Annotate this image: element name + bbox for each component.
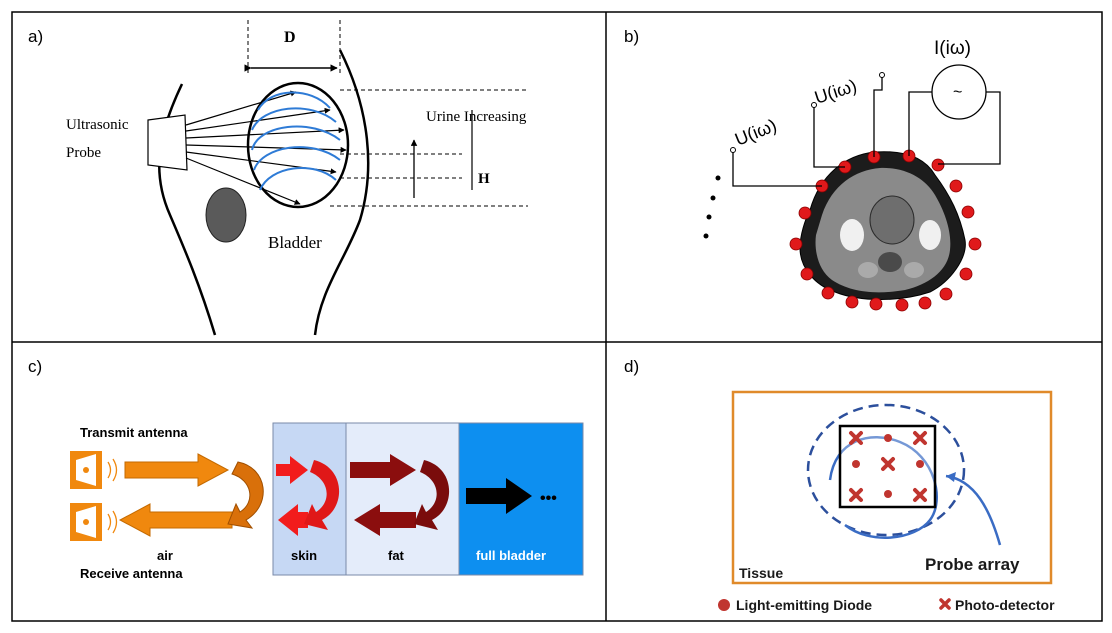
panel-b: b) (624, 27, 1001, 312)
dimension-label: D (284, 29, 296, 46)
panel-a-label: a) (28, 27, 43, 46)
skin-forward-arrow (276, 456, 308, 484)
fat-backward-arrow (354, 504, 416, 536)
current-source (931, 64, 987, 120)
legend-led-label: Light-emitting Diode (736, 597, 872, 613)
tissue-label: Tissue (739, 565, 783, 581)
level-lines (330, 89, 528, 207)
body-right-outline (313, 49, 370, 336)
fat-reflection-curve (414, 460, 450, 530)
transmit-antenna-label: Transmit antenna (80, 425, 188, 440)
voltage-label-1: U(iω) (732, 115, 779, 150)
ultrasonic-probe (147, 114, 188, 171)
air-label: air (157, 548, 173, 563)
bladder-forward-arrow (466, 478, 532, 514)
ct-left-bone (840, 219, 864, 251)
wire-terminals (730, 72, 885, 153)
light-emitting-diodes (852, 434, 924, 498)
probe-region-solid (828, 436, 938, 539)
source-symbol: ~ (953, 84, 962, 101)
panel-a: a) D (28, 20, 528, 336)
ultrasound-beams (185, 90, 347, 205)
electrodes (789, 149, 982, 312)
skin-backward-arrow (278, 504, 308, 536)
height-label: H (478, 171, 490, 187)
legend-pd-marker (939, 598, 951, 610)
fat-label: fat (388, 548, 405, 563)
voltage-label-2: U(iω) (812, 75, 859, 107)
electrode-ellipsis (703, 175, 721, 239)
panel-c: c) Transmit antenna air Receive antenna … (28, 357, 584, 581)
skin-label: skin (291, 548, 317, 563)
probe-region-dashed (806, 403, 966, 537)
electrode-wires (732, 76, 1001, 187)
panel-b-label: b) (624, 27, 639, 46)
urine-increasing-label: Urine Increasing (426, 109, 527, 125)
bladder-blue-arcs (251, 91, 341, 191)
bladder-outline (246, 81, 350, 209)
tissue-box (731, 390, 1053, 585)
legend-pd-label: Photo-detector (955, 597, 1055, 613)
ct-right-bone (919, 220, 941, 250)
full-bladder-label: full bladder (476, 548, 546, 563)
legend-led-marker (718, 599, 730, 611)
bladder-label: Bladder (268, 233, 322, 252)
dark-organ (205, 187, 247, 243)
photo-detectors (849, 431, 927, 502)
air-forward-arrow (124, 453, 230, 487)
receive-antenna-label: Receive antenna (80, 566, 183, 581)
air-backward-arrow (118, 503, 233, 537)
transmit-antenna-icon (70, 451, 118, 489)
fat-forward-arrow (350, 454, 416, 486)
panel-d: d) Tissue Probe array Light-e (624, 357, 1055, 613)
bladder-ellipsis: ••• (540, 490, 557, 507)
skin-reflection-curve (304, 460, 340, 530)
current-label: I(iω) (934, 38, 971, 59)
probe-array-label: Probe array (925, 555, 1020, 574)
ct-bladder (869, 195, 915, 245)
air-reflection-curve (227, 461, 264, 529)
ct-rectum (878, 252, 902, 272)
receive-antenna-icon (70, 503, 118, 541)
panel-d-label: d) (624, 357, 639, 376)
panel-c-label: c) (28, 357, 42, 376)
probe-label-line2: Probe (66, 145, 101, 161)
panel-borders (11, 11, 1103, 622)
probe-label-line1: Ultrasonic (66, 117, 129, 133)
